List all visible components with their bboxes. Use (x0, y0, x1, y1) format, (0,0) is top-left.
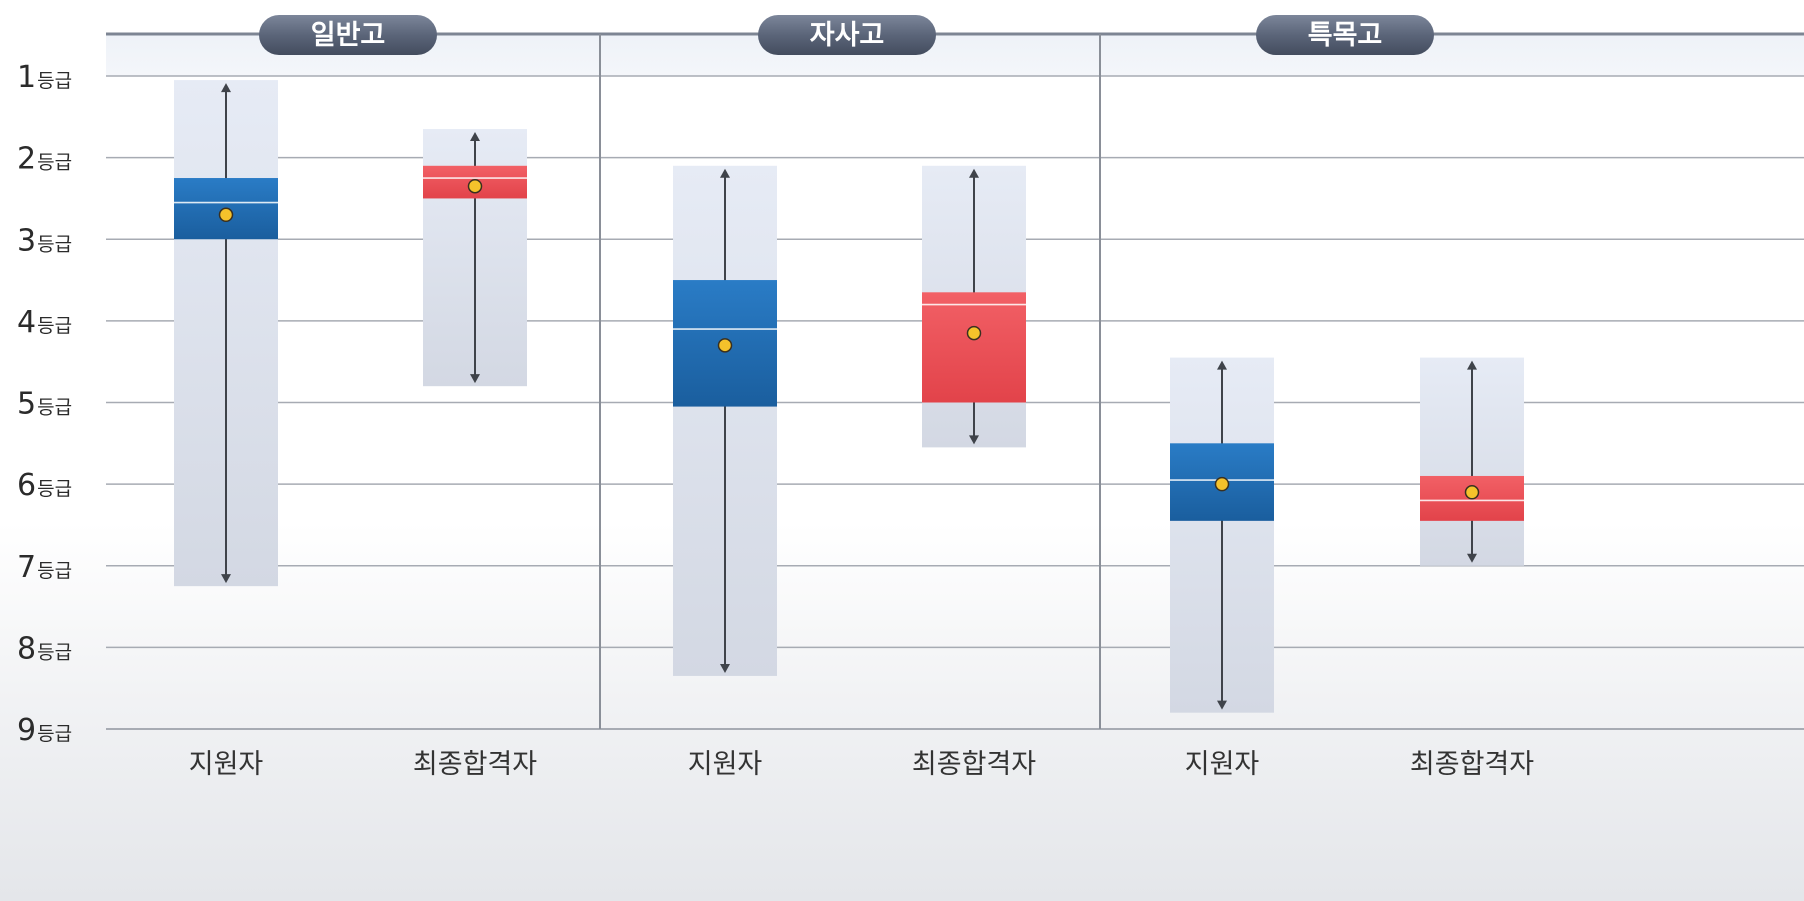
y-tick-number: 9 (17, 713, 35, 748)
y-tick-number: 3 (17, 223, 35, 258)
y-tick-number: 8 (17, 631, 35, 666)
mean-marker (1464, 485, 1480, 500)
x-category-label: 지원자 (1185, 749, 1260, 780)
y-tick-label: 9 등급 (17, 713, 72, 748)
y-tick-label: 2 등급 (17, 142, 72, 177)
y-tick-unit: 등급 (37, 641, 72, 663)
mean-marker (1214, 476, 1230, 492)
y-tick-unit: 등급 (37, 152, 72, 174)
y-tick-unit: 등급 (37, 397, 72, 419)
whisker-min-arrow (221, 574, 231, 584)
boxes (174, 80, 1524, 713)
y-tick-unit: 등급 (37, 478, 72, 500)
group-header-pill (259, 15, 437, 55)
whisker-max-arrow (969, 168, 979, 178)
y-tick-label: 3 등급 (17, 223, 72, 258)
y-tick-unit: 등급 (37, 315, 72, 337)
group-header-pill (1256, 15, 1434, 55)
y-tick-label: 6 등급 (17, 468, 72, 503)
x-category-label: 최종합격자 (912, 749, 1036, 780)
x-axis-categories: 지원자 최종합격자 지원자 최종합격자 지원자 최종합격자 (189, 749, 1535, 780)
whisker-max-arrow (1217, 360, 1227, 370)
y-tick-number: 7 (17, 550, 35, 585)
whisker-max-arrow (1467, 360, 1477, 370)
x-category-label: 최종합격자 (413, 749, 537, 780)
y-tick-unit: 등급 (37, 70, 72, 92)
group-header-label: 일반고 (311, 20, 386, 51)
y-tick-number: 4 (17, 305, 35, 340)
gridlines (106, 34, 1804, 730)
y-tick-unit: 등급 (37, 560, 72, 582)
mean-marker (717, 338, 733, 353)
x-category-label: 지원자 (688, 749, 763, 780)
group-header-label: 자사고 (810, 20, 885, 51)
mean-marker (467, 178, 483, 194)
x-category-label: 지원자 (189, 749, 264, 780)
y-tick-label: 4 등급 (17, 305, 72, 340)
y-axis: 1 등급2 등급3 등급4 등급5 등급6 등급7 등급8 등급9 등급 (17, 60, 72, 748)
whisker-min-arrow (720, 663, 730, 673)
y-tick-unit: 등급 (37, 233, 72, 255)
group-header-pill (758, 15, 936, 55)
whisker-max-arrow (221, 83, 231, 93)
whisker-max-arrow (720, 168, 730, 178)
y-tick-number: 5 (17, 387, 35, 422)
y-tick-label: 5 등급 (17, 387, 72, 422)
y-tick-unit: 등급 (37, 723, 72, 745)
whisker-min-arrow (470, 374, 480, 384)
mean-marker (218, 207, 234, 223)
mean-marker (966, 325, 982, 341)
group-header-label: 특목고 (1308, 20, 1383, 51)
whisker-min-arrow (969, 435, 979, 445)
y-tick-label: 1 등급 (17, 60, 72, 95)
admits-iqr-box (922, 292, 1026, 403)
group-headers: 일반고 자사고 특목고 (259, 15, 1434, 55)
y-tick-label: 7 등급 (17, 550, 72, 585)
y-tick-number: 6 (17, 468, 35, 503)
whisker-max-arrow (470, 132, 480, 142)
y-tick-label: 8 등급 (17, 631, 72, 666)
y-tick-number: 2 (17, 142, 35, 177)
y-tick-number: 1 (17, 60, 35, 95)
x-category-label: 최종합격자 (1410, 749, 1534, 780)
whisker-min-arrow (1467, 553, 1477, 563)
whisker-min-arrow (1217, 700, 1227, 710)
